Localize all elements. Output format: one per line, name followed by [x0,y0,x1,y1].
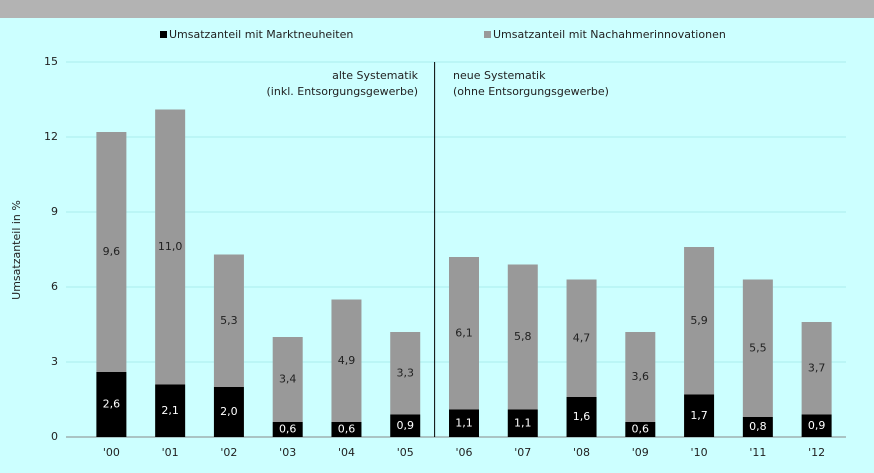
value-label: 5,5 [749,341,767,354]
x-tick-label: '02 [220,446,237,459]
value-label: 2,1 [161,404,179,417]
y-tick-label: 12 [44,130,58,143]
value-label: 2,6 [103,398,121,411]
bar-segment [272,337,303,422]
annotation: (ohne Entsorgungsgewerbe) [453,85,609,98]
value-label: 3,3 [396,366,414,379]
bar-segment [96,132,127,372]
x-tick-label: '00 [103,446,120,459]
legend-label: Umsatzanteil mit Marktneuheiten [169,28,353,41]
value-label: 0,8 [749,420,767,433]
x-tick-label: '09 [632,446,649,459]
y-tick-label: 15 [44,55,58,68]
x-tick-label: '06 [455,446,472,459]
value-label: 3,4 [279,373,297,386]
bar-segment [331,422,362,437]
x-tick-label: '10 [691,446,708,459]
x-tick-label: '05 [397,446,414,459]
bar-segment [331,299,362,422]
value-label: 0,6 [279,423,297,436]
value-label: 6,1 [455,326,473,339]
bar-segment [155,109,186,385]
y-tick-label: 9 [51,205,58,218]
value-label: 5,8 [514,330,532,343]
annotation: alte Systematik [332,69,419,82]
bar-segment [449,257,479,410]
annotation: (inkl. Entsorgungsgewerbe) [267,85,418,98]
bar-segment [449,409,479,437]
x-tick-label: '03 [279,446,296,459]
bar-segment [801,414,832,437]
x-tick-label: '01 [162,446,179,459]
bar-segment [566,397,597,437]
bar-segment [213,254,244,387]
bar-segment [684,247,715,395]
value-label: 0,9 [808,419,826,432]
top-band [0,0,874,18]
value-label: 2,0 [220,405,238,418]
bar-segment [801,322,832,415]
bar-segment [155,384,186,437]
value-label: 11,0 [158,240,183,253]
x-tick-label: '12 [808,446,825,459]
value-label: 0,9 [396,419,414,432]
y-axis-label: Umsatzanteil in % [10,200,23,300]
bar-segment [507,264,538,410]
value-label: 0,6 [338,423,356,436]
bar-segment [390,414,421,437]
value-label: 9,6 [103,245,121,258]
legend-swatch [160,31,167,38]
annotation: neue Systematik [453,69,546,82]
bar-segment [96,372,127,437]
bar-segment [566,279,597,397]
value-label: 5,9 [690,314,708,327]
value-label: 5,3 [220,314,238,327]
legend-label: Umsatzanteil mit Nachahmerinnovationen [493,28,726,41]
bar-segment [625,422,656,437]
bar-segment [742,417,773,437]
value-label: 3,7 [808,361,826,374]
bar-segment [272,422,303,437]
value-label: 4,7 [573,331,591,344]
x-tick-label: '04 [338,446,355,459]
value-label: 1,7 [690,409,708,422]
bar-segment [684,394,715,437]
y-tick-label: 6 [51,280,58,293]
bar-segment [507,409,538,437]
x-tick-label: '11 [749,446,766,459]
value-label: 4,9 [338,354,356,367]
bar-segment [213,387,244,437]
legend-swatch [484,31,491,38]
y-tick-label: 3 [51,355,58,368]
value-label: 1,1 [514,416,532,429]
value-label: 0,6 [632,423,650,436]
value-label: 3,6 [632,370,650,383]
bar-segment [742,279,773,417]
value-label: 1,6 [573,410,591,423]
value-label: 1,1 [455,416,473,429]
bar-segment [625,332,656,422]
y-tick-label: 0 [51,430,58,443]
x-tick-label: '08 [573,446,590,459]
x-tick-label: '07 [514,446,531,459]
bar-segment [390,332,421,415]
